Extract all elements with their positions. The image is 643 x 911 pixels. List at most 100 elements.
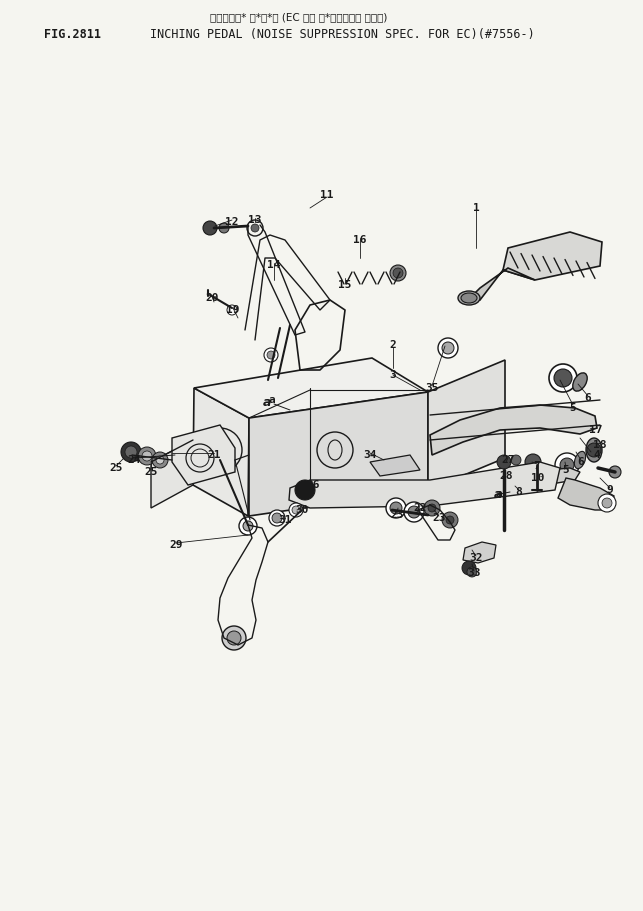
Text: 6: 6 <box>584 393 592 403</box>
Text: a: a <box>263 395 271 408</box>
Circle shape <box>555 453 579 477</box>
Circle shape <box>602 498 612 508</box>
Circle shape <box>295 480 315 500</box>
Circle shape <box>393 268 403 278</box>
Circle shape <box>292 506 300 514</box>
Circle shape <box>549 364 577 392</box>
Circle shape <box>222 626 246 650</box>
Text: 5: 5 <box>563 465 569 475</box>
Text: 12: 12 <box>225 217 239 227</box>
Circle shape <box>467 567 477 577</box>
Text: 11: 11 <box>320 190 334 200</box>
Circle shape <box>609 466 621 478</box>
Circle shape <box>227 305 237 315</box>
Text: 18: 18 <box>593 440 607 450</box>
Ellipse shape <box>461 293 477 303</box>
Polygon shape <box>430 405 597 455</box>
Polygon shape <box>151 440 193 508</box>
Circle shape <box>462 561 476 575</box>
Polygon shape <box>370 455 420 476</box>
Text: 16: 16 <box>353 235 367 245</box>
Circle shape <box>269 510 285 526</box>
Text: 2: 2 <box>390 340 396 350</box>
Text: 7: 7 <box>534 461 540 471</box>
Circle shape <box>442 512 458 528</box>
Circle shape <box>404 502 424 522</box>
Circle shape <box>554 369 572 387</box>
Text: 28: 28 <box>499 471 512 481</box>
Text: INCHING PEDAL (NOISE SUPPRESSION SPEC. FOR EC)(#7556-): INCHING PEDAL (NOISE SUPPRESSION SPEC. F… <box>150 28 535 41</box>
Circle shape <box>239 517 257 535</box>
Text: 33: 33 <box>467 568 481 578</box>
Text: 21: 21 <box>207 450 221 460</box>
Circle shape <box>138 447 156 465</box>
Text: 4: 4 <box>593 450 601 460</box>
Circle shape <box>511 455 521 465</box>
Circle shape <box>203 221 217 235</box>
Circle shape <box>438 338 458 358</box>
Circle shape <box>525 454 541 470</box>
Circle shape <box>424 500 440 516</box>
Text: 14: 14 <box>267 260 281 270</box>
Ellipse shape <box>573 373 587 391</box>
Circle shape <box>386 498 406 518</box>
Text: 26: 26 <box>306 480 320 490</box>
Text: 24: 24 <box>127 455 141 465</box>
Text: 6: 6 <box>577 457 584 467</box>
Text: 9: 9 <box>606 485 613 495</box>
Text: 20: 20 <box>205 293 219 303</box>
Polygon shape <box>463 542 496 563</box>
Circle shape <box>428 504 436 512</box>
Circle shape <box>390 502 402 514</box>
Circle shape <box>442 342 454 354</box>
Text: 3: 3 <box>390 370 396 380</box>
Text: 17: 17 <box>589 425 602 435</box>
Text: 5: 5 <box>570 403 576 413</box>
Circle shape <box>272 513 282 523</box>
Circle shape <box>125 446 137 458</box>
Circle shape <box>587 443 601 457</box>
Circle shape <box>156 456 164 464</box>
Polygon shape <box>503 232 602 280</box>
Circle shape <box>264 348 278 362</box>
Text: 29: 29 <box>169 540 183 550</box>
Ellipse shape <box>586 438 602 462</box>
Text: 10: 10 <box>531 473 545 483</box>
Text: 34: 34 <box>363 450 377 460</box>
Text: 22: 22 <box>413 503 427 513</box>
Text: 23: 23 <box>432 513 446 523</box>
Circle shape <box>598 494 616 512</box>
Ellipse shape <box>458 291 480 305</box>
Polygon shape <box>428 360 505 490</box>
Text: FIG.2811: FIG.2811 <box>44 28 101 41</box>
Text: インチング* ペ*タ*ル (EC ムケ テ*イソクオン シヨウ): インチング* ペ*タ*ル (EC ムケ テ*イソクオン シヨウ) <box>210 12 387 22</box>
Text: 19: 19 <box>226 305 240 315</box>
Circle shape <box>219 223 229 233</box>
Circle shape <box>267 351 275 359</box>
Polygon shape <box>558 478 614 510</box>
Polygon shape <box>470 268 535 300</box>
Polygon shape <box>193 388 249 516</box>
Text: 1: 1 <box>473 203 480 213</box>
Polygon shape <box>249 392 428 516</box>
Text: 35: 35 <box>425 383 439 393</box>
Polygon shape <box>289 462 560 508</box>
Text: 25: 25 <box>109 463 123 473</box>
Text: 31: 31 <box>278 515 292 525</box>
Ellipse shape <box>574 451 586 468</box>
Circle shape <box>408 506 420 518</box>
Text: 32: 32 <box>469 553 483 563</box>
Circle shape <box>390 265 406 281</box>
Circle shape <box>142 451 152 461</box>
Text: a: a <box>269 395 275 405</box>
Text: 25: 25 <box>144 467 158 477</box>
Circle shape <box>251 224 259 232</box>
Circle shape <box>243 521 253 531</box>
Circle shape <box>497 455 511 469</box>
Circle shape <box>121 442 141 462</box>
Circle shape <box>152 452 168 468</box>
Text: 23: 23 <box>390 510 404 520</box>
Text: 15: 15 <box>338 280 352 290</box>
Polygon shape <box>172 425 235 485</box>
Circle shape <box>289 503 303 517</box>
